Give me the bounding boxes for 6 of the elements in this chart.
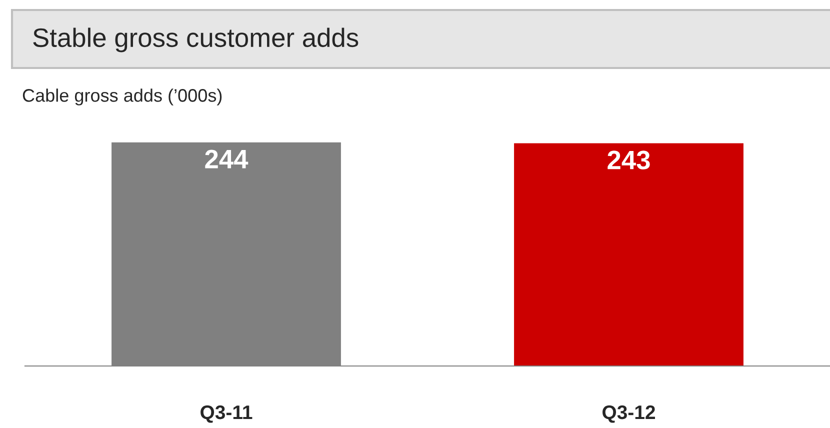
data-label: 244: [205, 150, 248, 168]
data-label: 243: [608, 150, 650, 170]
chart-subtitle: Cable gross adds (’000s): [22, 88, 222, 106]
chart-title: Stable gross customer adds: [33, 28, 358, 52]
x-tick-label: Q3-11: [200, 405, 252, 423]
x-tick-label: Q3-12: [602, 405, 655, 423]
